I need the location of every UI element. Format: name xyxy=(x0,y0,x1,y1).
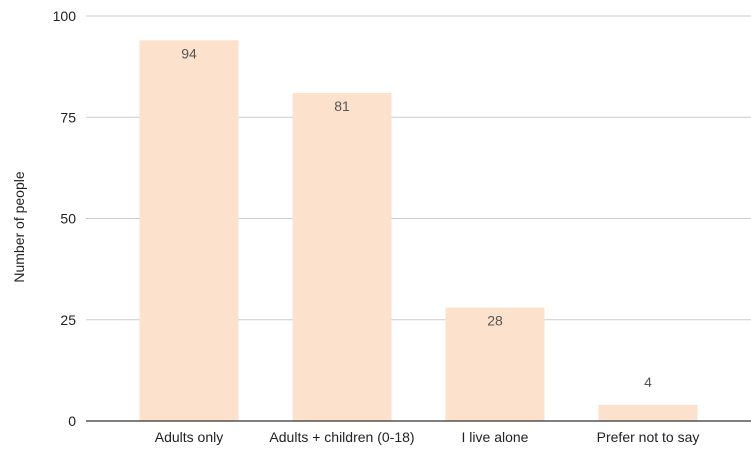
x-tick-label: Adults only xyxy=(155,429,223,445)
bar xyxy=(139,40,239,422)
x-tick-label: Adults + children (0-18) xyxy=(269,429,414,445)
bar-value-label: 94 xyxy=(181,45,197,61)
bar xyxy=(445,307,545,421)
bar xyxy=(292,92,392,421)
y-tick-label: 75 xyxy=(60,109,76,125)
bar xyxy=(598,404,698,421)
bar-value-label: 28 xyxy=(487,313,503,329)
bar-value-label: 81 xyxy=(334,98,350,114)
bar-value-label: 4 xyxy=(644,374,652,390)
y-tick-label: 100 xyxy=(53,8,77,24)
y-tick-label: 0 xyxy=(68,413,76,429)
y-tick-label: 50 xyxy=(60,211,76,227)
y-tick-label: 25 xyxy=(60,312,76,328)
x-tick-label: I live alone xyxy=(462,429,529,445)
x-tick-label: Prefer not to say xyxy=(597,429,700,445)
